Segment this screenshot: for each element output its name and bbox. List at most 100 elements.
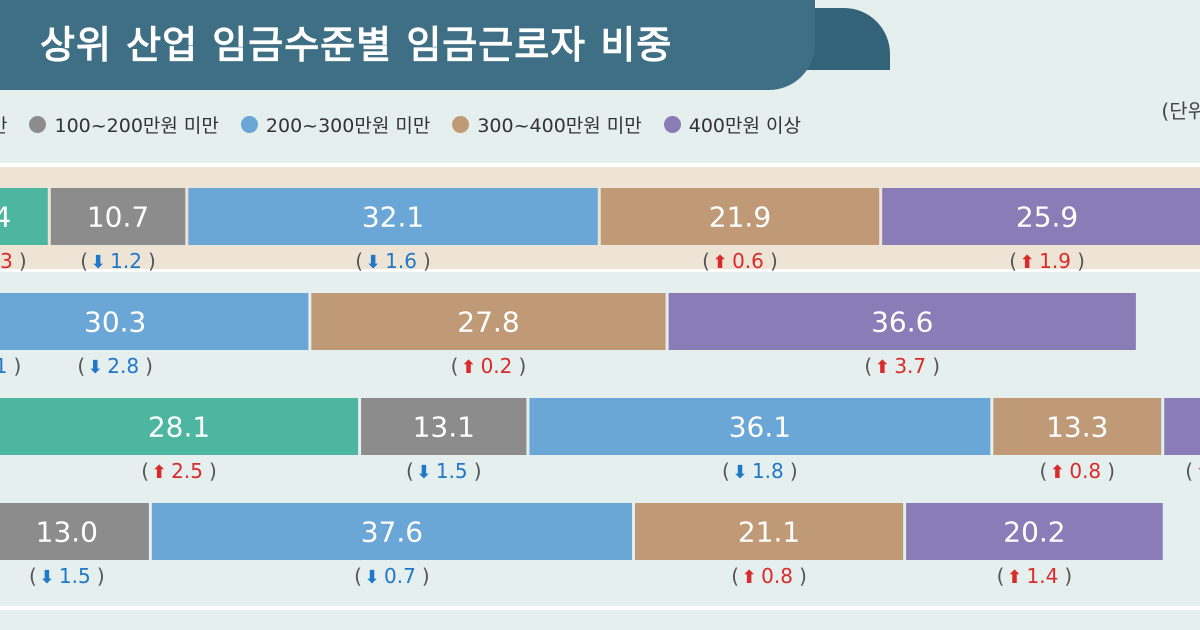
bar-value-label: 30.3 [84, 306, 146, 339]
bar-segment [600, 188, 880, 245]
chart-title: 상위 산업 임금수준별 임금근로자 비중 [40, 23, 673, 67]
change-value: 0.8 [761, 564, 793, 588]
bar-value-label: 10.7 [87, 201, 149, 234]
up-arrow-icon: ⬆ [712, 252, 727, 273]
change-annotation: ( )⬆ 3.7 [864, 354, 940, 378]
down-arrow-icon: ⬇ [364, 567, 379, 588]
down-arrow-icon: ⬇ [39, 567, 54, 588]
up-arrow-icon: ⬆ [1007, 567, 1022, 588]
change-annotation: ( )⬇ 1.6 [355, 249, 431, 273]
change-paren: ( ) [0, 249, 27, 273]
bar-segment [151, 503, 633, 560]
change-paren: ( ) [29, 564, 105, 588]
legend-marker [663, 115, 681, 133]
change-paren: ( ) [141, 459, 217, 483]
row-separator [0, 269, 1200, 272]
change-annotation: ( )⬇ 1.8 [722, 459, 798, 483]
change-annotation: ( )⬆ 0.2 [451, 354, 527, 378]
change-value: 0.3 [0, 249, 13, 273]
legend-label: 300~400만원 미만 [477, 114, 642, 137]
bar-segment [361, 398, 527, 455]
change-value: 1.4 [1027, 564, 1059, 588]
down-arrow-icon: ⬇ [90, 252, 105, 273]
bar-segment [882, 188, 1200, 245]
change-paren: ( ) [1009, 249, 1085, 273]
change-paren: ( ) [864, 354, 940, 378]
change-value: 1.5 [436, 459, 468, 483]
bar-segment [0, 293, 309, 350]
change-paren: ( ) [451, 354, 527, 378]
bar-value-label: 27.8 [457, 306, 519, 339]
legend-label: 400만원 이상 [688, 114, 801, 137]
bar-value-label: 36.6 [871, 306, 933, 339]
up-arrow-icon: ⬆ [151, 462, 166, 483]
change-annotation: ( )⬆0.3 [0, 249, 27, 273]
change-value: 1.1 [0, 354, 7, 378]
legend-label: 100~200만원 미만 [54, 114, 219, 137]
change-value: 1.2 [110, 249, 142, 273]
legend-item: 200~300만원 미만 [240, 111, 431, 138]
bar-value-label: 9.4 [0, 201, 11, 234]
change-value: 1.8 [752, 459, 784, 483]
bar-segment [311, 293, 666, 350]
change-value: 0.8 [1069, 459, 1101, 483]
bar-value-label: 36.1 [729, 411, 791, 444]
unit-label: (단위 [1161, 99, 1200, 123]
change-paren: ( ) [80, 249, 156, 273]
change-annotation: ( )⬇ 2.8 [77, 354, 153, 378]
legend-marker [452, 115, 470, 133]
change-value: 3.7 [894, 354, 926, 378]
bar-segment [529, 398, 991, 455]
up-arrow-icon: ⬆ [1020, 252, 1035, 273]
bar-segment [1164, 398, 1200, 455]
bar-segment [635, 503, 904, 560]
change-value: 0.6 [732, 249, 764, 273]
change-value: 2.8 [107, 354, 139, 378]
down-arrow-icon: ⬇ [732, 462, 747, 483]
up-arrow-icon: ⬆ [1050, 462, 1065, 483]
bar-value-label: 21.1 [738, 516, 800, 549]
legend-item: 300~400만원 미만 [452, 111, 642, 138]
change-value: 2.5 [171, 459, 203, 483]
change-paren: ( ) [354, 564, 430, 588]
bar-value-label: 13.3 [1046, 411, 1108, 444]
change-paren: ( ) [1185, 459, 1200, 483]
row-separator [0, 606, 1200, 610]
bar-value-label: 28.1 [148, 411, 210, 444]
bar-value-label: 32.1 [362, 201, 424, 234]
change-value: 1.6 [385, 249, 417, 273]
row-separator [0, 163, 1200, 167]
legend-label: 200~300만원 미만 [265, 114, 431, 137]
bar-segment [906, 503, 1163, 560]
up-arrow-icon: ⬆ [461, 357, 476, 378]
legend-label: 만 [0, 111, 7, 138]
change-annotation: ( )⬆ 1.4 [997, 564, 1073, 588]
bar-segment [668, 293, 1136, 350]
change-value: 1.9 [1039, 249, 1071, 273]
change-annotation: ( )⬆ 2.5 [141, 459, 217, 483]
down-arrow-icon: ⬇ [365, 252, 380, 273]
change-paren: ( ) [722, 459, 798, 483]
legend-marker [29, 115, 47, 133]
legend-item: 만 [0, 111, 7, 138]
change-paren: ( ) [702, 249, 778, 273]
change-paren: ( ) [731, 564, 807, 588]
change-annotation: ( )⬇ 0.7 [354, 564, 430, 588]
change-annotation: ( )⬆ 0.6 [702, 249, 778, 273]
change-paren: ( ) [406, 459, 482, 483]
change-value: 0.2 [481, 354, 513, 378]
change-annotation: ( )⬆ 0.8 [731, 564, 807, 588]
title-banner [0, 0, 815, 90]
bar-value-label: 13.1 [413, 411, 475, 444]
change-paren: ( ) [0, 354, 21, 378]
bar-value-label: 21.9 [709, 201, 771, 234]
bar-segment [0, 188, 48, 245]
bar-segment [188, 188, 598, 245]
change-annotation: ( )⬆ 1.9 [1009, 249, 1085, 273]
down-arrow-icon: ⬇ [88, 357, 103, 378]
bar-segment [0, 503, 149, 560]
change-value: 0.7 [384, 564, 416, 588]
bar-segment [0, 398, 359, 455]
down-arrow-icon: ⬇ [416, 462, 431, 483]
